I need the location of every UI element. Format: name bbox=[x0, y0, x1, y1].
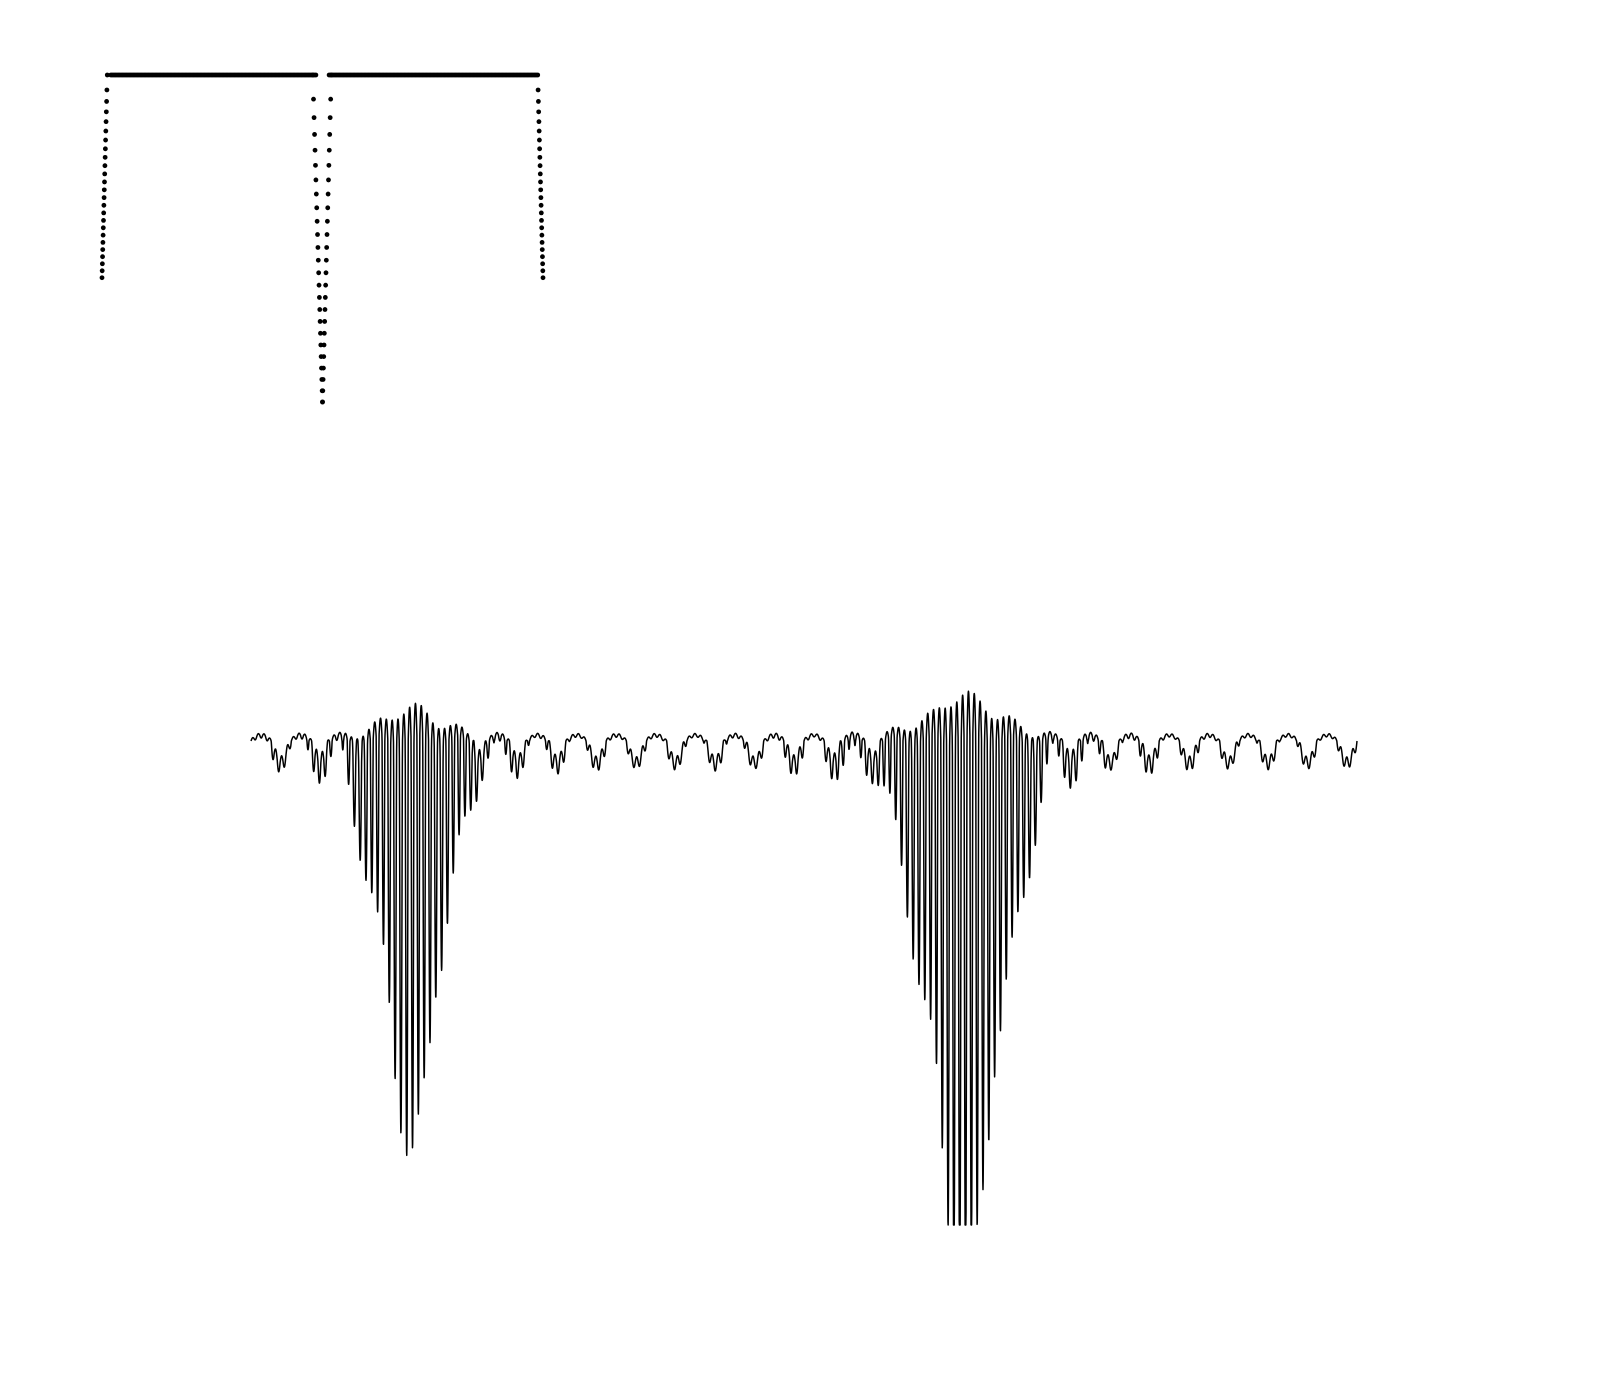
data-point bbox=[538, 187, 544, 193]
data-point bbox=[535, 72, 541, 78]
data-point bbox=[315, 257, 321, 263]
data-point bbox=[323, 270, 329, 276]
data-point bbox=[100, 254, 105, 260]
data-point bbox=[539, 232, 545, 238]
data-point bbox=[314, 205, 320, 211]
data-point bbox=[313, 191, 319, 197]
data-point bbox=[326, 177, 331, 183]
data-point bbox=[540, 275, 546, 281]
data-point bbox=[322, 319, 328, 324]
data-point bbox=[538, 179, 543, 185]
data-point bbox=[102, 179, 107, 185]
data-point bbox=[312, 147, 318, 153]
data-point bbox=[321, 365, 326, 371]
data-point bbox=[327, 132, 333, 137]
data-point bbox=[535, 87, 541, 93]
data-point bbox=[537, 163, 543, 169]
data-point bbox=[321, 342, 327, 348]
data-point bbox=[104, 99, 109, 104]
data-point bbox=[323, 282, 329, 288]
data-point bbox=[315, 232, 320, 237]
data-point bbox=[316, 270, 322, 276]
data-point bbox=[322, 307, 328, 312]
data-point bbox=[538, 195, 544, 201]
data-point bbox=[317, 319, 323, 324]
data-point bbox=[539, 225, 545, 231]
data-point bbox=[99, 268, 105, 274]
data-point bbox=[102, 163, 108, 169]
data-point bbox=[102, 154, 108, 160]
data-point bbox=[540, 254, 545, 260]
data-point bbox=[539, 240, 545, 245]
data-point bbox=[103, 128, 109, 134]
data-point bbox=[101, 195, 107, 201]
data-point bbox=[538, 210, 544, 216]
data-point bbox=[536, 128, 542, 134]
series-line bbox=[250, 690, 1358, 1226]
data-point bbox=[322, 295, 328, 300]
data-point bbox=[313, 177, 319, 183]
data-point bbox=[320, 399, 325, 405]
data-point bbox=[100, 247, 106, 252]
data-point bbox=[536, 109, 542, 115]
data-point bbox=[536, 99, 541, 104]
data-point bbox=[320, 388, 326, 394]
data-point bbox=[537, 154, 543, 160]
data-point bbox=[103, 137, 108, 143]
data-point bbox=[101, 217, 106, 223]
data-point bbox=[103, 109, 109, 115]
data-point bbox=[311, 96, 316, 102]
data-point bbox=[99, 261, 105, 267]
data-point bbox=[327, 115, 333, 121]
data-point bbox=[320, 377, 326, 382]
data-point bbox=[104, 72, 110, 78]
data-point bbox=[310, 72, 316, 78]
data-point bbox=[325, 205, 331, 211]
waveform-plot bbox=[250, 690, 1358, 1226]
data-point bbox=[325, 191, 331, 197]
data-point bbox=[102, 171, 108, 177]
data-point bbox=[104, 87, 110, 93]
data-point bbox=[324, 218, 330, 224]
data-point bbox=[318, 330, 323, 336]
data-point bbox=[314, 218, 320, 224]
data-point bbox=[317, 307, 323, 312]
data-point bbox=[100, 240, 106, 245]
data-point bbox=[321, 330, 327, 336]
data-point bbox=[538, 202, 544, 208]
data-point bbox=[101, 210, 107, 216]
data-point bbox=[536, 119, 542, 125]
data-point bbox=[102, 146, 108, 152]
data-point bbox=[312, 132, 317, 137]
data-point bbox=[323, 257, 329, 263]
data-point bbox=[103, 119, 109, 125]
data-point bbox=[317, 295, 322, 300]
data-point bbox=[539, 247, 545, 252]
data-point bbox=[540, 261, 546, 267]
data-point bbox=[540, 268, 546, 274]
data-point bbox=[328, 96, 334, 102]
data-point bbox=[100, 225, 106, 231]
data-point bbox=[537, 171, 543, 177]
data-point bbox=[324, 245, 330, 250]
pulse-dot-plot bbox=[99, 72, 546, 405]
data-point bbox=[316, 282, 322, 288]
data-point bbox=[315, 245, 321, 250]
data-point bbox=[328, 72, 334, 78]
data-point bbox=[99, 275, 105, 281]
data-point bbox=[537, 137, 542, 143]
data-point bbox=[101, 202, 107, 208]
data-point bbox=[313, 162, 318, 168]
data-point bbox=[326, 147, 332, 153]
data-point bbox=[101, 187, 107, 193]
data-point bbox=[311, 115, 317, 121]
data-point bbox=[326, 162, 332, 168]
data-point bbox=[539, 217, 544, 223]
data-point bbox=[321, 354, 327, 359]
data-point bbox=[100, 232, 106, 238]
data-point bbox=[537, 146, 543, 152]
data-point bbox=[324, 232, 330, 237]
